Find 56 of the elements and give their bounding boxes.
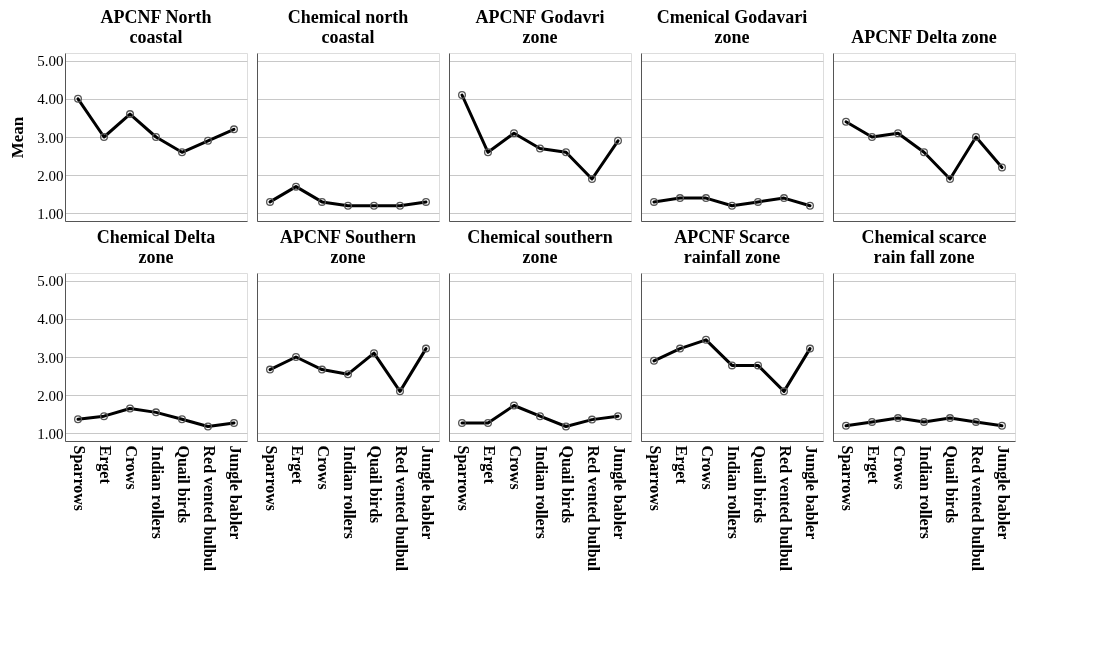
x-tick-label: Red vented bulbul <box>392 445 410 572</box>
x-tick-label: Quail birds <box>558 445 576 524</box>
y-tick-label: 5.00 <box>37 53 64 70</box>
x-tick-label: Indian rollers <box>724 445 742 539</box>
x-tick-label: Crows <box>314 445 332 490</box>
x-tick-label: Indian rollers <box>340 445 358 539</box>
x-tick-label: Red vented bulbul <box>584 445 602 572</box>
x-tick-label: Crows <box>890 445 908 490</box>
x-tick-label: Red vented bulbul <box>968 445 986 572</box>
y-tick-label: 1.00 <box>37 425 64 442</box>
x-tick-label: Red vented bulbul <box>776 445 794 572</box>
y-tick-label: 4.00 <box>37 91 64 108</box>
x-tick-label: Indian rollers <box>916 445 934 539</box>
x-tick-label: Quail birds <box>174 445 192 524</box>
chart-title: Chemical north coastal <box>287 7 409 47</box>
x-tick-label: Sparrows <box>837 445 856 511</box>
x-tick-label: Quail birds <box>366 445 384 524</box>
y-axis-title: Mean <box>8 116 28 159</box>
x-tick-label: Crows <box>122 445 140 490</box>
x-tick-label: Quail birds <box>750 445 768 524</box>
chart-title: APCNF Southern zone <box>280 227 416 267</box>
x-tick-label: Crows <box>698 445 716 490</box>
x-tick-label: Indian rollers <box>532 445 550 539</box>
y-tick-label: 2.00 <box>37 167 64 184</box>
x-tick-label: Erget <box>479 445 498 485</box>
x-tick-label: Indian rollers <box>148 445 166 539</box>
chart-title: Chemical Delta zone <box>96 227 216 267</box>
chart-title: Chemical southern zone <box>467 227 613 267</box>
chart-title: APCNF Scarce rainfall zone <box>674 227 790 267</box>
x-tick-label: Red vented bulbul <box>200 445 218 572</box>
x-tick-label: Crows <box>506 445 524 490</box>
chart-title: APCNF North coastal <box>100 7 212 47</box>
y-tick-label: 5.00 <box>37 273 64 290</box>
x-tick-label: Sparrows <box>261 445 280 511</box>
y-tick-label: 3.00 <box>37 349 64 366</box>
x-tick-label: Erget <box>95 445 114 485</box>
chart-title: Chemical scarce rain fall zone <box>861 227 987 267</box>
y-tick-label: 1.00 <box>37 205 64 222</box>
y-tick-label: 2.00 <box>37 387 64 404</box>
x-tick-label: Quail birds <box>942 445 960 524</box>
y-tick-label: 4.00 <box>37 311 64 328</box>
x-tick-label: Sparrows <box>69 445 88 511</box>
x-tick-label: Jungle babler <box>417 445 436 540</box>
x-tick-label: Erget <box>671 445 690 485</box>
x-tick-label: Sparrows <box>645 445 664 511</box>
x-tick-label: Sparrows <box>453 445 472 511</box>
x-tick-label: Jungle babler <box>225 445 244 540</box>
x-tick-label: Jungle babler <box>609 445 628 540</box>
chart-title: APCNF Delta zone <box>851 27 997 47</box>
x-tick-label: Jungle babler <box>993 445 1012 540</box>
x-tick-label: Erget <box>863 445 882 485</box>
y-tick-label: 3.00 <box>37 129 64 146</box>
x-tick-label: Erget <box>287 445 306 485</box>
chart-title: APCNF Godavri zone <box>475 7 605 47</box>
chart-title: Cmenical Godavari zone <box>656 7 808 47</box>
x-tick-label: Jungle babler <box>801 445 820 540</box>
